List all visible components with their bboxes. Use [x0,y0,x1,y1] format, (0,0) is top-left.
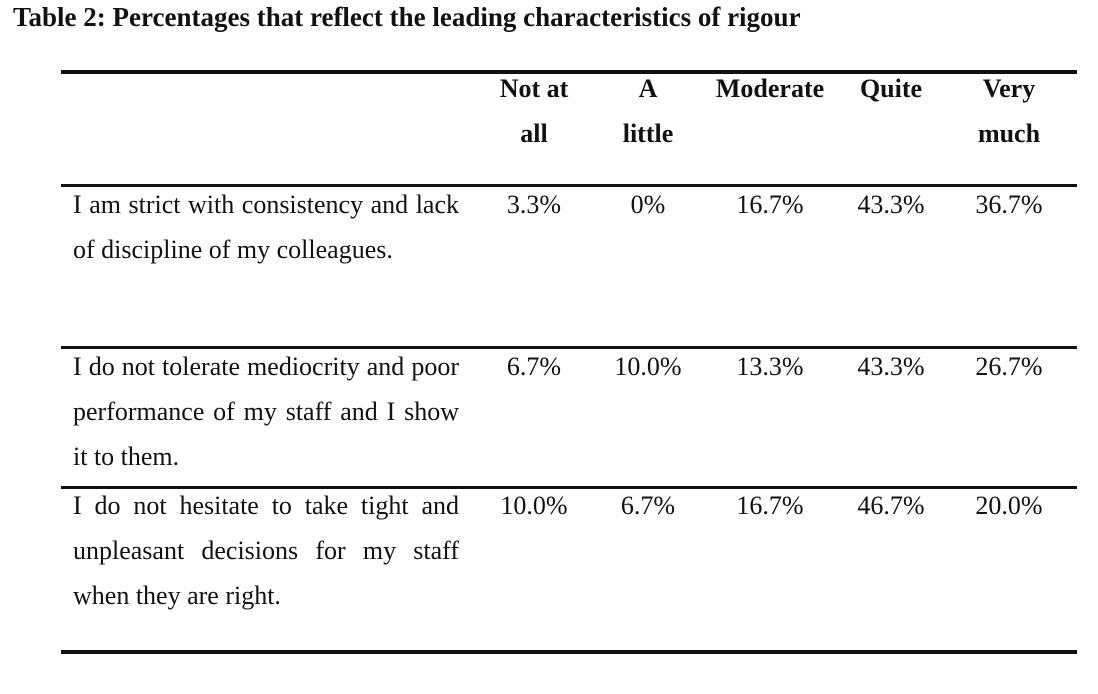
table-caption: Table 2: Percentages that reflect the le… [13,2,801,32]
top-rule [61,70,1077,74]
row-3-quite: 46.7% [857,491,925,520]
row-2-statement: I do not tolerate mediocrity and poor pe… [73,352,459,471]
column-header-quite: Quite [859,74,923,103]
row-3-statement: I do not hesitate to take tight and unpl… [73,491,459,610]
column-header-not-at-all: Not at all [499,74,569,148]
row-2-quite: 43.3% [857,352,925,381]
row-1-not-at-all: 3.3% [506,190,562,219]
column-header-moderate: Moderate [715,74,825,103]
row-2-moderate: 13.3% [736,352,804,381]
row-1-statement: I am strict with consistency and lack of… [73,190,459,264]
column-header-very-much: Very much [977,74,1041,148]
bottom-rule [61,650,1077,654]
row-1-moderate: 16.7% [736,190,804,219]
row-3-very-much: 20.0% [975,491,1043,520]
row-1-a-little: 0% [630,190,666,219]
row-3-not-at-all: 10.0% [500,491,568,520]
row-3-moderate: 16.7% [736,491,804,520]
row-3-a-little: 6.7% [620,491,676,520]
row-divider-2 [61,486,1077,489]
row-2-not-at-all: 6.7% [506,352,562,381]
row-divider-1 [61,346,1077,349]
row-2-a-little: 10.0% [614,352,682,381]
row-1-quite: 43.3% [857,190,925,219]
header-rule [61,184,1077,187]
column-header-a-little: A little [622,74,674,148]
row-2-very-much: 26.7% [975,352,1043,381]
row-1-very-much: 36.7% [975,190,1043,219]
